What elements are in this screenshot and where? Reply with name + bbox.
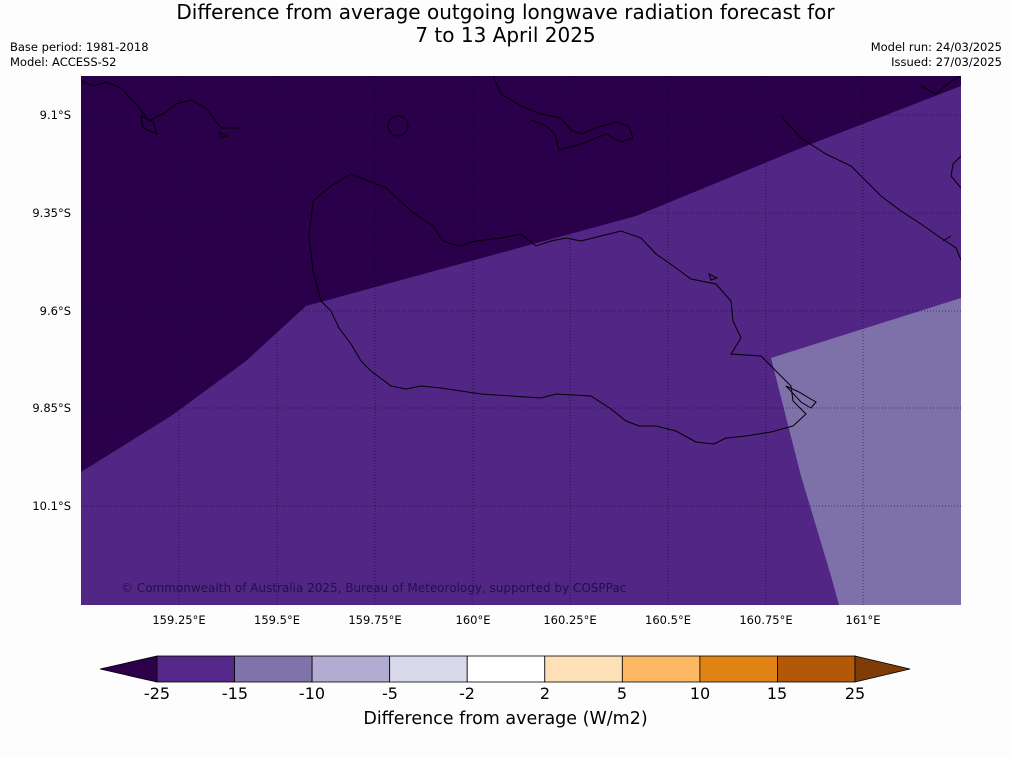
base-period-text: Base period: 1981-2018 [10,40,149,54]
coastline-eastern-island [780,115,961,261]
coastline-north-east-island [492,76,634,151]
lat-label: 9.6°S [39,304,71,318]
title-line-2: 7 to 13 April 2025 [415,23,596,47]
coastline-small-islets [140,115,229,139]
colorbar-bin [234,655,313,683]
colorbar-tick: 25 [844,684,866,703]
colorbar-tick: 2 [539,684,551,703]
olr-anomaly-map[interactable]: © Commonwealth of Australia 2025, Bureau… [81,76,961,605]
graticule [81,76,961,605]
colorbar-under-arrow [100,655,158,683]
forecast-info-left: Base period: 1981-2018 Model: ACCESS-S2 [10,40,149,70]
model-text: Model: ACCESS-S2 [10,55,117,69]
coastline-north-island [81,80,241,129]
lat-label: 9.85°S [32,401,71,415]
colorbar-bin [544,655,623,683]
title-line-1: Difference from average outgoing longwav… [176,0,835,24]
model-run-text: Model run: 24/03/2025 [870,40,1002,54]
colorbar-over-arrow [854,655,911,683]
lon-label: 160.5°E [645,613,691,627]
colorbar-tick: -10 [298,684,326,703]
lon-label: 160.25°E [543,613,597,627]
colorbar-bin [389,655,468,683]
zone-minus25-to-minus15 [81,86,961,605]
colorbar-title: Difference from average (W/m2) [363,709,648,729]
coastline-islet [387,115,409,137]
forecast-info-right: Model run: 24/03/2025 Issued: 27/03/2025 [871,40,1002,70]
lat-label: 9.35°S [32,206,71,220]
colorbar-tick: -5 [382,684,398,703]
colorbar-bin [466,655,546,683]
colorbar-bin [156,655,235,683]
copyright-text: © Commonwealth of Australia 2025, Bureau… [121,581,626,595]
colorbar-bins [156,655,856,683]
lon-label: 160.75°E [739,613,793,627]
lon-label: 160°E [455,613,491,627]
colorbar-bin [311,655,391,683]
lon-label: 159.75°E [348,613,402,627]
coastline-guadalcanal [308,173,807,445]
coastline-northeast-tip [920,76,961,95]
lon-label: 161°E [845,613,881,627]
colorbar [100,655,911,683]
colorbar-tick: -15 [221,684,249,703]
colorbar-tick: 15 [766,684,788,703]
issued-text: Issued: 27/03/2025 [891,55,1002,69]
zone-minus15-to-minus10 [771,298,961,605]
coastlines [81,76,961,445]
coastline-east-islets [708,273,817,409]
lon-label: 159.5°E [254,613,300,627]
lat-label: 9.1°S [39,108,71,122]
map-title: Difference from average outgoing longwav… [0,1,1011,47]
colorbar-tick: -2 [459,684,475,703]
colorbar-bin [777,655,856,683]
colorbar-bin [699,655,778,683]
colorbar-bin [621,655,701,683]
colorbar-tick: -25 [143,684,171,703]
colorbar-tick: 10 [689,684,711,703]
colorbar-tick: 5 [616,684,628,703]
lon-label: 159.25°E [152,613,206,627]
lat-label: 10.1°S [32,499,71,513]
